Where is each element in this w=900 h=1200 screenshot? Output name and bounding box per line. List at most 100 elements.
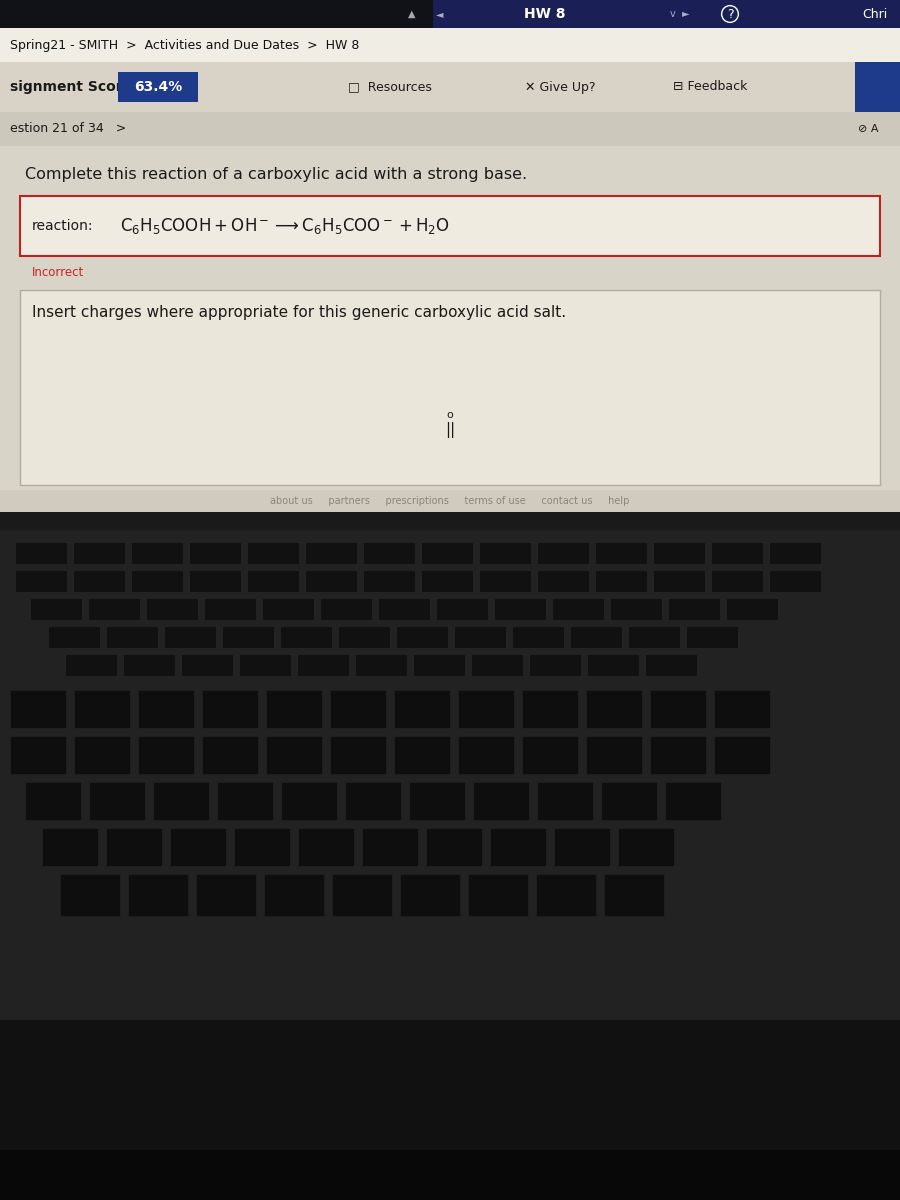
Bar — [468, 874, 528, 916]
Bar — [298, 828, 354, 866]
Bar — [131, 570, 183, 592]
Bar — [170, 828, 226, 866]
Bar — [262, 598, 314, 620]
Bar — [60, 874, 120, 916]
Bar — [711, 542, 763, 564]
Bar — [726, 598, 778, 620]
Bar — [266, 690, 322, 728]
Bar — [458, 690, 514, 728]
Bar — [714, 736, 770, 774]
Bar — [409, 782, 465, 820]
Bar — [74, 690, 130, 728]
Bar — [0, 490, 900, 512]
Bar — [394, 690, 450, 728]
Text: ||: || — [445, 422, 455, 438]
Bar — [479, 542, 531, 564]
Text: $\mathrm{C_6H_5COOH + OH^- \longrightarrow C_6H_5COO^- + H_2O}$: $\mathrm{C_6H_5COOH + OH^- \longrightarr… — [120, 216, 450, 236]
Text: □  Resources: □ Resources — [348, 80, 432, 94]
Bar — [0, 1150, 900, 1200]
Bar — [490, 828, 546, 866]
Text: ?: ? — [726, 7, 734, 20]
Bar — [396, 626, 448, 648]
Bar — [128, 874, 188, 916]
Text: ▲: ▲ — [409, 8, 416, 19]
Text: Chri: Chri — [862, 7, 887, 20]
Bar — [181, 654, 233, 676]
Bar — [0, 112, 900, 146]
Bar — [458, 736, 514, 774]
Bar — [25, 782, 81, 820]
Bar — [48, 626, 100, 648]
Bar — [0, 0, 900, 630]
Bar — [400, 874, 460, 916]
Bar — [10, 736, 66, 774]
Bar — [363, 570, 415, 592]
Bar — [554, 828, 610, 866]
Text: ⊘ A: ⊘ A — [858, 124, 878, 134]
Bar — [552, 598, 604, 620]
Bar — [30, 598, 82, 620]
Bar — [189, 542, 241, 564]
Bar — [73, 570, 125, 592]
Bar — [281, 782, 337, 820]
Bar — [536, 874, 596, 916]
Bar — [106, 626, 158, 648]
Bar — [20, 290, 880, 485]
Bar — [363, 542, 415, 564]
Bar — [668, 598, 720, 620]
Bar — [529, 654, 581, 676]
Bar — [330, 690, 386, 728]
Bar — [297, 654, 349, 676]
Bar — [234, 828, 290, 866]
Bar — [570, 626, 622, 648]
Bar — [586, 736, 642, 774]
Bar — [202, 690, 258, 728]
Bar — [65, 654, 117, 676]
Text: ⊟ Feedback: ⊟ Feedback — [673, 80, 747, 94]
Bar — [73, 542, 125, 564]
Bar — [305, 542, 357, 564]
Bar — [473, 782, 529, 820]
Text: estion 21 of 34   >: estion 21 of 34 > — [10, 122, 126, 136]
Text: ◄: ◄ — [436, 8, 444, 19]
Bar — [355, 654, 407, 676]
Bar — [0, 146, 900, 630]
Bar — [153, 782, 209, 820]
Bar — [421, 542, 473, 564]
Bar — [42, 828, 98, 866]
Bar — [15, 542, 67, 564]
Bar — [247, 570, 299, 592]
Bar — [0, 28, 900, 62]
Bar — [20, 196, 880, 256]
Bar — [586, 690, 642, 728]
Bar — [266, 736, 322, 774]
Bar — [222, 626, 274, 648]
Bar — [512, 626, 564, 648]
Bar — [686, 626, 738, 648]
Bar — [413, 654, 465, 676]
Bar — [537, 542, 589, 564]
Bar — [421, 570, 473, 592]
Bar — [15, 570, 67, 592]
Bar — [618, 828, 674, 866]
Bar — [769, 570, 821, 592]
Bar — [239, 654, 291, 676]
Bar — [653, 570, 705, 592]
Bar — [418, 0, 433, 28]
Bar — [118, 72, 198, 102]
Bar — [264, 874, 324, 916]
Text: about us     partners     prescriptions     terms of use     contact us     help: about us partners prescriptions terms of… — [270, 496, 630, 506]
Bar — [189, 570, 241, 592]
Bar — [280, 626, 332, 648]
Bar — [10, 690, 66, 728]
Bar — [653, 542, 705, 564]
Bar — [628, 626, 680, 648]
Bar — [164, 626, 216, 648]
Text: signment Score:: signment Score: — [10, 80, 138, 94]
Text: reaction:: reaction: — [32, 218, 94, 233]
Bar — [89, 782, 145, 820]
Bar — [665, 782, 721, 820]
Bar — [522, 690, 578, 728]
Bar — [537, 782, 593, 820]
Bar — [436, 598, 488, 620]
